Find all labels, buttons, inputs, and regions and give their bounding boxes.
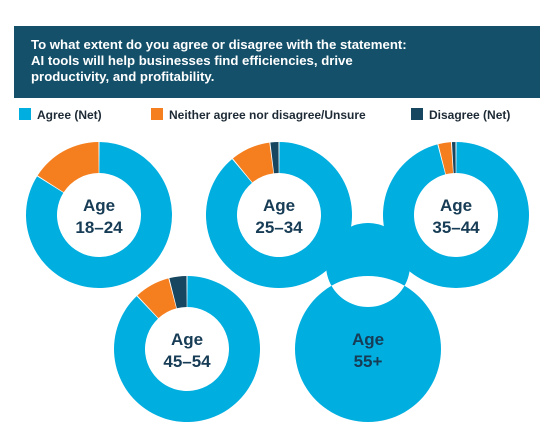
donut-3-label-line-1: Age	[440, 196, 472, 215]
legend-label-neither: Neither agree nor disagree/Unsure	[169, 108, 366, 122]
donut-chart-4: Age 45–54	[114, 276, 261, 422]
question-line-1: To what extent do you agree or disagree …	[31, 37, 407, 52]
legend-swatch-agree	[19, 108, 31, 120]
donut-1-label-line-1: Age	[83, 196, 115, 215]
donut-chart-1: Age 18–24	[25, 142, 172, 289]
legend-item-agree: Agree (Net)	[19, 108, 102, 122]
donut-4-segment-disagree	[169, 276, 187, 309]
legend-label-disagree: Disagree (Net)	[429, 108, 511, 122]
donut-3-segment-disagree	[451, 142, 456, 174]
donut-chart-3: Age 35–44	[382, 142, 529, 289]
donut-2-segment-neither	[232, 142, 274, 183]
question-line-2: AI tools will help businesses find effic…	[31, 53, 353, 68]
legend-label-agree: Agree (Net)	[37, 108, 102, 122]
donut-5-label-line-2: 55+	[354, 352, 383, 371]
donut-2-segment-agree	[205, 142, 352, 288]
donut-1-label-line-2: 18–24	[75, 218, 123, 237]
donut-3-label-line-2: 35–44	[432, 218, 480, 237]
donut-4-label-line-2: 45–54	[163, 352, 211, 371]
legend-item-disagree: Disagree (Net)	[411, 108, 510, 122]
donut-2-segment-disagree	[270, 142, 279, 174]
question-line-3: productivity, and profitability.	[31, 69, 215, 84]
legend-item-neither: Neither agree nor disagree/Unsure	[151, 108, 366, 122]
donut-5-segment-agree	[294, 223, 441, 422]
donut-3-segment-neither	[438, 142, 454, 175]
question-text: To what extent do you agree or disagree …	[31, 37, 528, 85]
donut-4-segment-neither	[137, 278, 177, 319]
donut-5-label-line-1: Age	[352, 330, 384, 349]
donut-4-label-line-1: Age	[171, 330, 203, 349]
donut-4-segment-agree	[114, 276, 261, 422]
donut-1-segment-neither	[37, 142, 99, 193]
question-header: To what extent do you agree or disagree …	[14, 26, 540, 98]
donut-1-segment-agree	[25, 142, 172, 289]
donut-chart-2: Age 25–34	[205, 142, 352, 288]
donut-chart-5: Age 55+	[294, 223, 441, 422]
donut-3-segment-agree	[382, 142, 529, 289]
legend-swatch-disagree	[411, 108, 423, 120]
legend-swatch-neither	[151, 108, 163, 120]
donut-2-label-line-1: Age	[263, 196, 295, 215]
donut-2-label-line-2: 25–34	[255, 218, 303, 237]
